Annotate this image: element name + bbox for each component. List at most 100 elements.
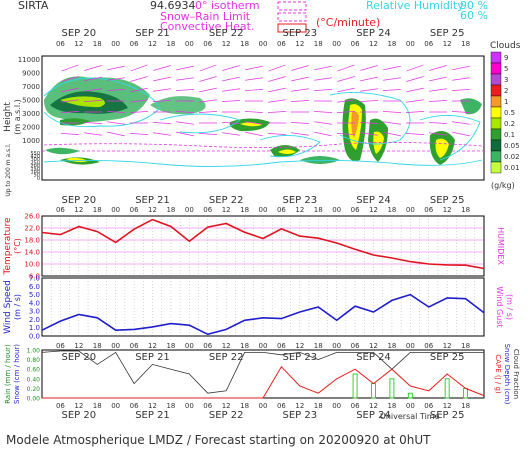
wind-arrow (406, 76, 424, 82)
hour-tick-label: 18 (387, 206, 396, 214)
hour-tick-label: 00 (259, 342, 268, 350)
wind-arrow (337, 87, 355, 93)
wind-arrow (291, 88, 309, 92)
day-label: SEP 20 (62, 195, 97, 206)
wind-arrow (198, 111, 218, 113)
wind-arrow (360, 76, 378, 82)
legend-rh: Relative Humidity (366, 0, 464, 12)
cloud-legend-swatch (490, 73, 502, 86)
day-label: SEP 21 (135, 195, 170, 206)
humidex-label: HUMIDEX (496, 227, 505, 265)
hour-tick-label: 06 (351, 402, 360, 410)
precip-panel: 1.00 0.80 0.60 0.40 0.20 0.00 Rain (mm / hour… (4, 344, 520, 405)
day-label: SEP 20 (62, 28, 97, 39)
wind-arrows (60, 64, 471, 137)
day-label: SEP 22 (209, 410, 244, 421)
hour-tick-label: 12 (295, 206, 304, 214)
hour-tick-label: 18 (314, 40, 323, 48)
hour-tick-label: 00 (185, 40, 194, 48)
wind-arrow (267, 133, 287, 135)
wind-gust-label: Wind Gust (495, 286, 504, 327)
hour-tick-label: 12 (222, 40, 231, 48)
cloud-legend-value: 0.01 (504, 164, 520, 172)
cloud-y-tick: 3000 (22, 110, 40, 118)
wind-arrow (199, 76, 217, 82)
hour-tick-label: 00 (185, 402, 194, 410)
temperature-y-tick: 14.0 (24, 249, 40, 257)
wind-arrow (451, 111, 471, 113)
hour-tick-label: 00 (332, 342, 341, 350)
wind-arrow (60, 133, 80, 135)
temperature-ylabel: Temperature (3, 217, 13, 275)
cloud-y-tick: 100 (30, 170, 40, 176)
wind-arrow (199, 99, 217, 103)
wind-y-tick: 0.0 (29, 333, 40, 341)
day-label: SEP 25 (430, 352, 465, 363)
hour-tick-label: 12 (222, 402, 231, 410)
precip-y-tick: 0.60 (27, 367, 41, 374)
cloud-y-tick: 2000 (22, 124, 40, 132)
wind-arrow (383, 121, 401, 125)
wind-arrow (313, 89, 333, 91)
hour-tick-label: 18 (461, 40, 470, 48)
wind-arrow (383, 77, 401, 81)
xaxis-label: Universal Time (380, 412, 440, 421)
day-label: SEP 21 (135, 352, 170, 363)
wind-arrow (406, 99, 424, 103)
cloud-legend-swatch (490, 139, 502, 152)
cloud-ylabel: Height (3, 102, 13, 132)
hour-tick-label: 06 (203, 342, 212, 350)
hour-tick-label: 12 (222, 342, 231, 350)
day-label: SEP 22 (209, 195, 244, 206)
wind-arrow (176, 65, 194, 71)
wind-speed-series-line (41, 293, 485, 336)
hour-tick-label: 00 (111, 342, 120, 350)
precip-y-ticks: 1.00 0.80 0.60 0.40 0.20 0.00 (27, 348, 41, 403)
cloud-legend-swatch (490, 150, 502, 163)
wind-arrow (107, 65, 125, 71)
wind-arrow (60, 111, 80, 113)
wind-y-tick: 6.0 (29, 283, 40, 291)
wind-arrow (405, 133, 425, 135)
cloud-y-tick: 5000 (22, 97, 40, 105)
day-label: SEP 25 (430, 28, 465, 39)
wind-arrow (107, 121, 125, 125)
hour-tick-label: 12 (74, 402, 83, 410)
cloud-legend-value: 2 (504, 87, 508, 95)
hour-tick-label: 12 (443, 206, 452, 214)
cloud-legend-unit: (g/kg) (491, 181, 515, 190)
hour-tick-label: 06 (277, 342, 286, 350)
cloud-panel: 1100090007000500030002000100055042030025… (3, 55, 485, 197)
wind-arrow (360, 65, 378, 71)
wind-arrow (84, 88, 102, 92)
wind-arrow (452, 121, 470, 125)
wind-yunit: (m / s) (13, 294, 22, 320)
hour-tick-label: 00 (111, 40, 120, 48)
hour-tick-label: 18 (461, 342, 470, 350)
day-label: SEP 23 (283, 352, 318, 363)
wind-arrow (429, 65, 447, 71)
hour-tick-label: 12 (443, 402, 452, 410)
cloud-y-tick: 11000 (18, 56, 40, 64)
cloud-legend-swatch (490, 95, 502, 108)
wind-arrow (452, 77, 470, 81)
precip-top-time-axis: 06 12 18 00 06 12 18 00 06 12 18 00 06 12 18 00 06 12 18 00… (56, 342, 470, 363)
cloud-y-tick: 300 (30, 157, 40, 163)
hour-tick-label: 12 (74, 40, 83, 48)
temperature-y-tick: 6.0 (29, 273, 40, 281)
wind-arrow (428, 122, 448, 124)
wind-y-ticks: 7.06.05.04.03.02.01.00.0 (29, 275, 40, 341)
cape-label: CAPE (J / g) (494, 354, 502, 394)
cloud-yunit: (m a.s.l.) (13, 99, 22, 135)
hour-tick-label: 00 (111, 402, 120, 410)
wind-arrow (130, 99, 148, 103)
wind-arrow (336, 111, 356, 113)
wind-arrow (383, 65, 401, 71)
day-label: SEP 22 (209, 352, 244, 363)
cloud-legend: Clouds 9 5 3 2 1 0.5 0.2 0.1 0.05 0.02 0.01 (g/kg) (490, 41, 521, 190)
hour-tick-label: 06 (424, 40, 433, 48)
wind-arrow (429, 88, 447, 92)
wind-arrow (129, 133, 149, 135)
hour-tick-label: 18 (461, 402, 470, 410)
